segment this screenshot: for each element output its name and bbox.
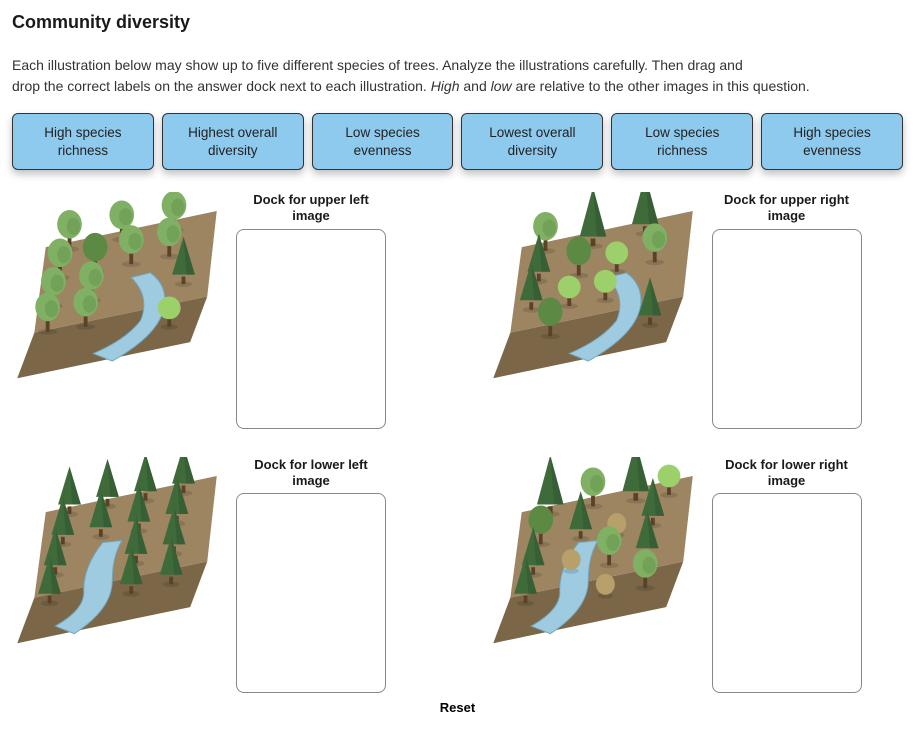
drag-label[interactable]: Highest overall diversity: [162, 113, 304, 170]
instr-low: low: [491, 78, 512, 94]
answer-dock-ur[interactable]: [712, 229, 862, 429]
page-title: Community diversity: [12, 12, 903, 33]
dock-title-ul: Dock for upper left image: [236, 192, 386, 225]
answer-dock-lr[interactable]: [712, 493, 862, 693]
answer-dock-ul[interactable]: [236, 229, 386, 429]
drag-label[interactable]: Low species richness: [611, 113, 753, 170]
instr-high: High: [431, 78, 460, 94]
illustration-grid: Dock for upper left image Dock for upper…: [12, 192, 903, 693]
drag-label[interactable]: High species evenness: [761, 113, 903, 170]
illustration-lower-right: [488, 457, 698, 647]
drag-label[interactable]: High species richness: [12, 113, 154, 170]
cell-upper-left: Dock for upper left image: [12, 192, 428, 429]
label-bank: High species richness Highest overall di…: [12, 113, 903, 170]
dock-title-ll: Dock for lower left image: [236, 457, 386, 490]
illustration-upper-left: [12, 192, 222, 382]
instr-line2b: and: [459, 78, 490, 94]
answer-dock-ll[interactable]: [236, 493, 386, 693]
drag-label[interactable]: Lowest overall diversity: [461, 113, 603, 170]
instr-line2a: drop the correct labels on the answer do…: [12, 78, 431, 94]
illustration-lower-left: [12, 457, 222, 647]
dock-title-ur: Dock for upper right image: [712, 192, 862, 225]
reset-button[interactable]: Reset: [440, 700, 475, 715]
cell-upper-right: Dock for upper right image: [488, 192, 904, 429]
illustration-upper-right: [488, 192, 698, 382]
instr-line2c: are relative to the other images in this…: [512, 78, 810, 94]
drag-label[interactable]: Low species evenness: [312, 113, 454, 170]
dock-title-lr: Dock for lower right image: [712, 457, 862, 490]
cell-lower-left: Dock for lower left image: [12, 457, 428, 694]
cell-lower-right: Dock for lower right image: [488, 457, 904, 694]
instructions-text: Each illustration below may show up to f…: [12, 55, 903, 97]
instr-line1: Each illustration below may show up to f…: [12, 57, 743, 73]
